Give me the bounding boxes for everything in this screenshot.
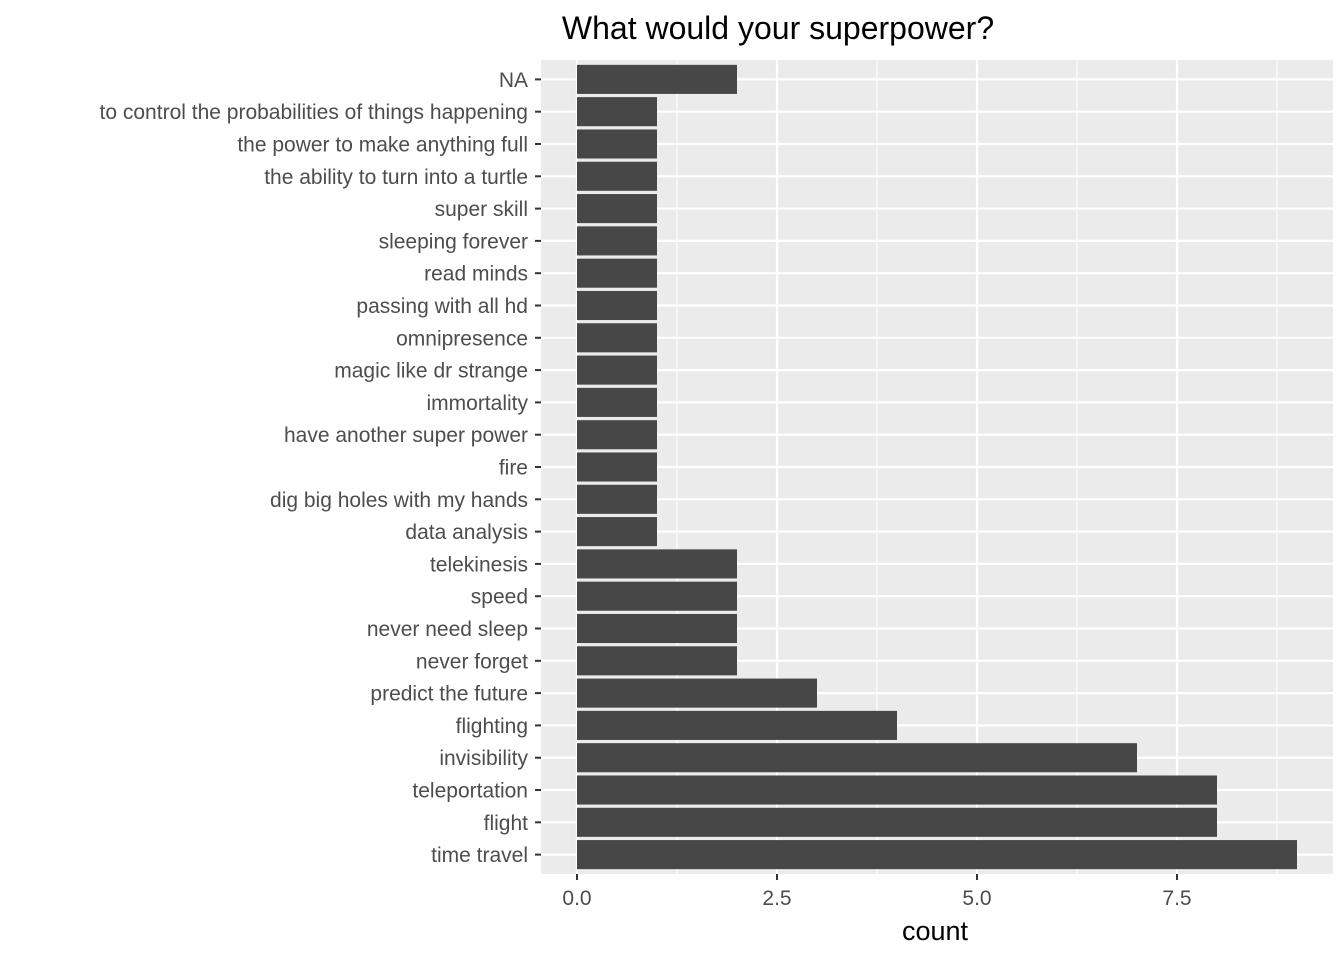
x-tick-label: 0.0 — [562, 887, 591, 910]
bar — [577, 194, 657, 224]
bar — [577, 840, 1297, 870]
category-label: predict the future — [370, 683, 528, 706]
category-label: magic like dr strange — [334, 360, 528, 383]
category-label: invisibility — [439, 747, 528, 770]
bar — [577, 420, 657, 450]
category-label: never need sleep — [367, 618, 528, 641]
category-label: have another super power — [284, 424, 528, 447]
category-label: read minds — [424, 263, 528, 286]
bar — [577, 290, 657, 321]
category-label: speed — [471, 586, 528, 609]
chart-title: What would your superpower? — [562, 10, 994, 46]
bar — [577, 743, 1137, 773]
category-label: teleportation — [412, 780, 528, 803]
bar — [577, 323, 657, 353]
bar — [577, 517, 657, 547]
bar — [577, 452, 657, 482]
category-label: sleeping forever — [379, 230, 528, 253]
bar — [577, 775, 1217, 805]
bars — [577, 64, 1297, 870]
category-label: to control the probabilities of things h… — [100, 101, 528, 124]
category-label: super skill — [435, 198, 528, 221]
bar — [577, 226, 657, 256]
category-label: fire — [499, 457, 528, 480]
bar — [577, 355, 657, 385]
bar — [577, 64, 737, 94]
bar — [577, 646, 737, 676]
category-label: the ability to turn into a turtle — [264, 166, 528, 189]
bar — [577, 484, 657, 514]
category-label: omnipresence — [396, 327, 528, 350]
category-label: passing with all hd — [356, 295, 528, 318]
bar — [577, 549, 737, 579]
bar — [577, 129, 657, 159]
category-label: never forget — [416, 650, 528, 673]
bar — [577, 258, 657, 288]
category-label: immortality — [426, 392, 528, 415]
x-tick-label: 7.5 — [1162, 887, 1191, 910]
bar — [577, 807, 1217, 837]
bar — [577, 97, 657, 127]
category-label: dig big holes with my hands — [270, 489, 528, 512]
category-label: the power to make anything full — [237, 133, 528, 156]
category-label: NA — [499, 69, 528, 92]
x-axis: 0.0 2.5 5.0 7.5 — [562, 874, 1192, 910]
category-label: flighting — [456, 715, 528, 738]
category-label: telekinesis — [430, 553, 528, 576]
bar — [577, 678, 817, 708]
x-tick-label: 2.5 — [762, 887, 791, 910]
bar — [577, 581, 737, 611]
y-axis: NA to control the probabilities of things… — [100, 69, 541, 867]
bar — [577, 161, 657, 191]
bar — [577, 387, 657, 417]
bar — [577, 613, 737, 644]
x-axis-title: count — [902, 916, 969, 946]
category-label: data analysis — [405, 521, 528, 544]
bar — [577, 710, 897, 740]
x-tick-label: 5.0 — [962, 887, 991, 910]
category-label: flight — [484, 812, 529, 835]
category-label: time travel — [431, 844, 528, 867]
